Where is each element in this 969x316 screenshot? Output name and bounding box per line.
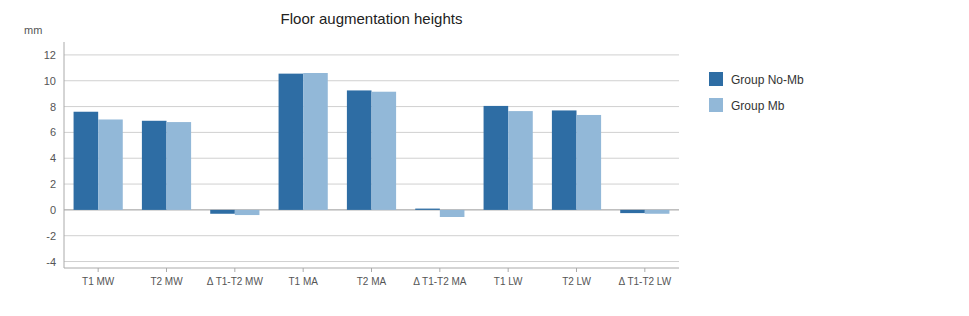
legend-label: Group Mb [731, 99, 785, 113]
x-tick-label: T2 LW [562, 276, 591, 287]
bar [577, 115, 602, 210]
x-tick-label: T2 MW [150, 276, 183, 287]
bar [347, 90, 372, 209]
y-axis-line [64, 42, 65, 268]
bar [372, 92, 397, 210]
x-tick-label: T2 MA [357, 276, 387, 287]
bar [552, 110, 577, 209]
y-tick-label: 2 [50, 178, 56, 190]
y-tick-label: 0 [50, 204, 56, 216]
y-tick-label: -4 [46, 256, 56, 268]
y-tick-label: 10 [44, 75, 56, 87]
title: Floor augmentation heights [281, 10, 463, 27]
bar [98, 119, 123, 209]
grid [64, 55, 679, 262]
legend: Group No-Mb Group Mb [709, 72, 804, 113]
bar [279, 74, 304, 210]
bar [210, 210, 235, 214]
bar [440, 210, 465, 217]
x-tick [508, 268, 509, 272]
x-tick [644, 268, 645, 272]
x-tick [439, 268, 440, 272]
bars [74, 73, 670, 217]
bar [620, 210, 645, 213]
x-tick [234, 268, 235, 272]
x-tick [303, 268, 304, 272]
x-tick-label: T1 LW [494, 276, 523, 287]
x-tick [371, 268, 372, 272]
chart: Floor augmentation heights mm -4 -2 0 2 4 6 8 10 1… [0, 0, 969, 316]
grid-line [64, 261, 679, 262]
y-tick-label: -2 [46, 230, 56, 242]
grid-line [64, 54, 679, 55]
bar [484, 106, 509, 210]
y-axis-label: mm [24, 24, 42, 36]
bar [645, 210, 670, 214]
x-tick-label: Δ T1-T2 LW [619, 276, 672, 287]
x-tick [166, 268, 167, 272]
bar [508, 111, 533, 210]
grid-line [64, 80, 679, 81]
legend-swatch [709, 72, 723, 86]
y-tick-label: 6 [50, 126, 56, 138]
chart-container: Floor augmentation heights mm -4 -2 0 2 4 6 8 10 1… [0, 0, 969, 316]
x-tick-label: Δ T1-T2 MW [207, 276, 264, 287]
bar [303, 73, 328, 210]
x-tick [576, 268, 577, 272]
y-tick-label: 4 [50, 152, 56, 164]
bar [142, 121, 167, 210]
x-tick-label: T1 MW [82, 276, 115, 287]
y-tick-label: 8 [50, 101, 56, 113]
legend-label: Group No-Mb [731, 73, 804, 87]
bar [167, 122, 192, 210]
bar [74, 112, 99, 210]
x-tick [98, 268, 99, 272]
bar [235, 210, 260, 215]
x-tick-label: Δ T1-T2 MA [413, 276, 467, 287]
x-tick-label: T1 MA [288, 276, 318, 287]
grid-line [64, 235, 679, 236]
bar [415, 209, 440, 210]
legend-swatch [709, 98, 723, 112]
y-tick-label: 12 [44, 49, 56, 61]
